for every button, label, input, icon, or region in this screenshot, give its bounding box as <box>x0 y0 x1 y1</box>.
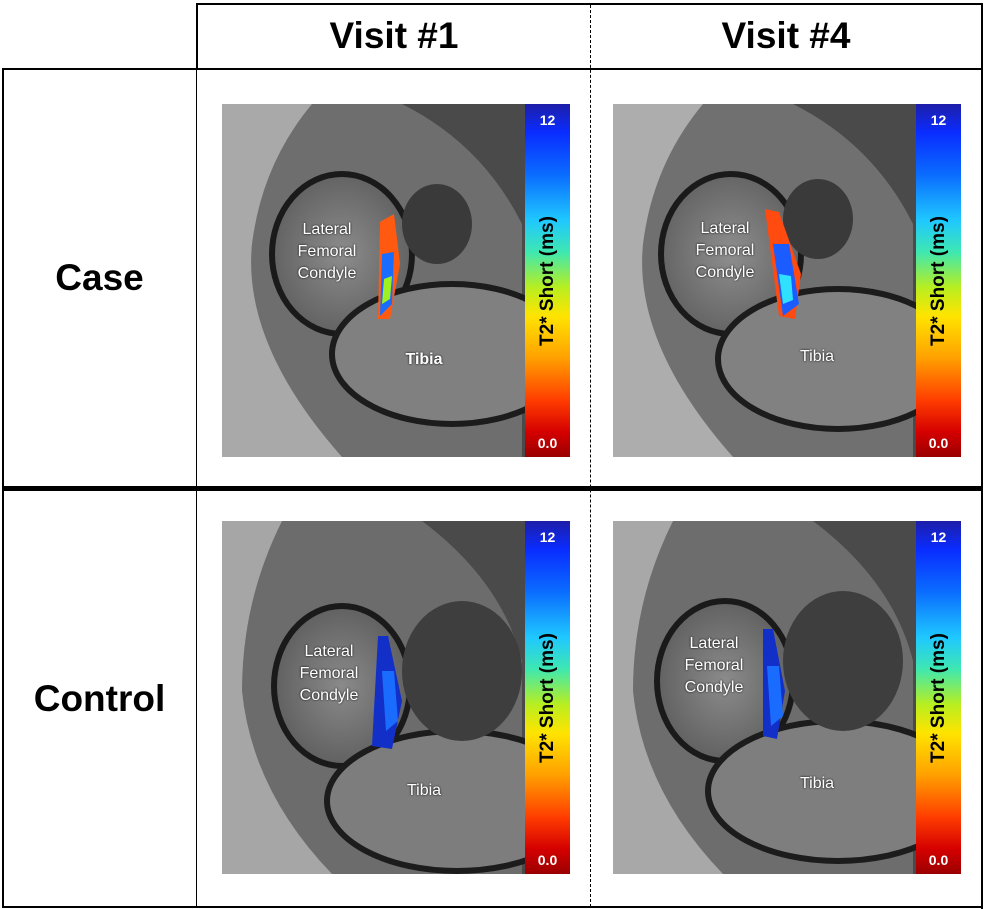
row-header-case: Case <box>55 257 144 298</box>
colorbar-label: T2* Short (ms) <box>536 215 558 346</box>
colorbar-min: 0.0 <box>928 852 949 868</box>
colorbar-max: 12 <box>539 112 556 128</box>
colorbar-label: T2* Short (ms) <box>927 632 949 763</box>
label-line: Lateral <box>304 643 354 660</box>
colorbar-min: 0.0 <box>537 435 558 451</box>
label-line: Condyle <box>299 687 359 704</box>
row-divider-thick <box>2 486 983 491</box>
colorbar: 12 T2* Short (ms) 0.0 <box>525 521 570 874</box>
colorbar-max: 12 <box>930 112 947 128</box>
label-line: Femoral <box>299 665 359 682</box>
label-line: Femoral <box>695 242 755 259</box>
mri-image <box>222 104 570 457</box>
label-line: Lateral <box>689 635 739 652</box>
label-line: Lateral <box>700 220 750 237</box>
label-lateral-femoral-condyle: Lateral Femoral Condyle <box>274 641 384 707</box>
table-border-top <box>196 3 983 5</box>
label-tibia: Tibia <box>405 351 443 368</box>
label-tibia: Tibia <box>799 348 835 365</box>
colorbar: 12 T2* Short (ms) 0.0 <box>916 104 961 457</box>
table-header-divider <box>2 68 983 70</box>
mri-panel-case-visit-4: Lateral Femoral Condyle Tibia 12 T2* Sho… <box>613 104 961 457</box>
mri-panel-control-visit-4: Lateral Femoral Condyle Tibia 12 T2* Sho… <box>613 521 961 874</box>
colorbar-max: 12 <box>539 529 556 545</box>
row-header-control: Control <box>33 677 166 719</box>
colorbar-label: T2* Short (ms) <box>927 215 949 346</box>
mri-image <box>613 104 961 457</box>
mri-panel-control-visit-1: Lateral Femoral Condyle Tibia 12 T2* Sho… <box>222 521 570 874</box>
colorbar-min: 0.0 <box>928 435 949 451</box>
label-tibia: Tibia <box>406 782 442 799</box>
mri-panel-case-visit-1: Lateral Femoral Condyle Tibia 12 T2* Sho… <box>222 104 570 457</box>
label-lateral-femoral-condyle: Lateral Femoral Condyle <box>659 633 769 699</box>
column-header-visit-4: Visit #4 <box>721 15 851 56</box>
label-line: Condyle <box>695 264 755 281</box>
colorbar-label: T2* Short (ms) <box>536 632 558 763</box>
label-line: Femoral <box>297 243 357 260</box>
table-border-bottom <box>2 906 983 908</box>
mri-image <box>613 521 961 874</box>
colorbar-max: 12 <box>930 529 947 545</box>
table-border-left-upper <box>196 3 198 69</box>
label-lateral-femoral-condyle: Lateral Femoral Condyle <box>272 219 382 285</box>
label-line: Lateral <box>302 221 352 238</box>
colorbar: 12 T2* Short (ms) 0.0 <box>916 521 961 874</box>
label-line: Condyle <box>297 265 357 282</box>
label-line: Femoral <box>684 657 744 674</box>
colorbar-min: 0.0 <box>537 852 558 868</box>
table-border-right <box>981 3 983 909</box>
label-tibia: Tibia <box>799 775 835 792</box>
label-lateral-femoral-condyle: Lateral Femoral Condyle <box>670 218 780 284</box>
column-header-visit-1: Visit #1 <box>329 15 459 56</box>
colorbar: 12 T2* Short (ms) 0.0 <box>525 104 570 457</box>
mri-image <box>222 521 570 874</box>
label-line: Condyle <box>684 679 744 696</box>
column-divider-dashed <box>590 5 591 907</box>
